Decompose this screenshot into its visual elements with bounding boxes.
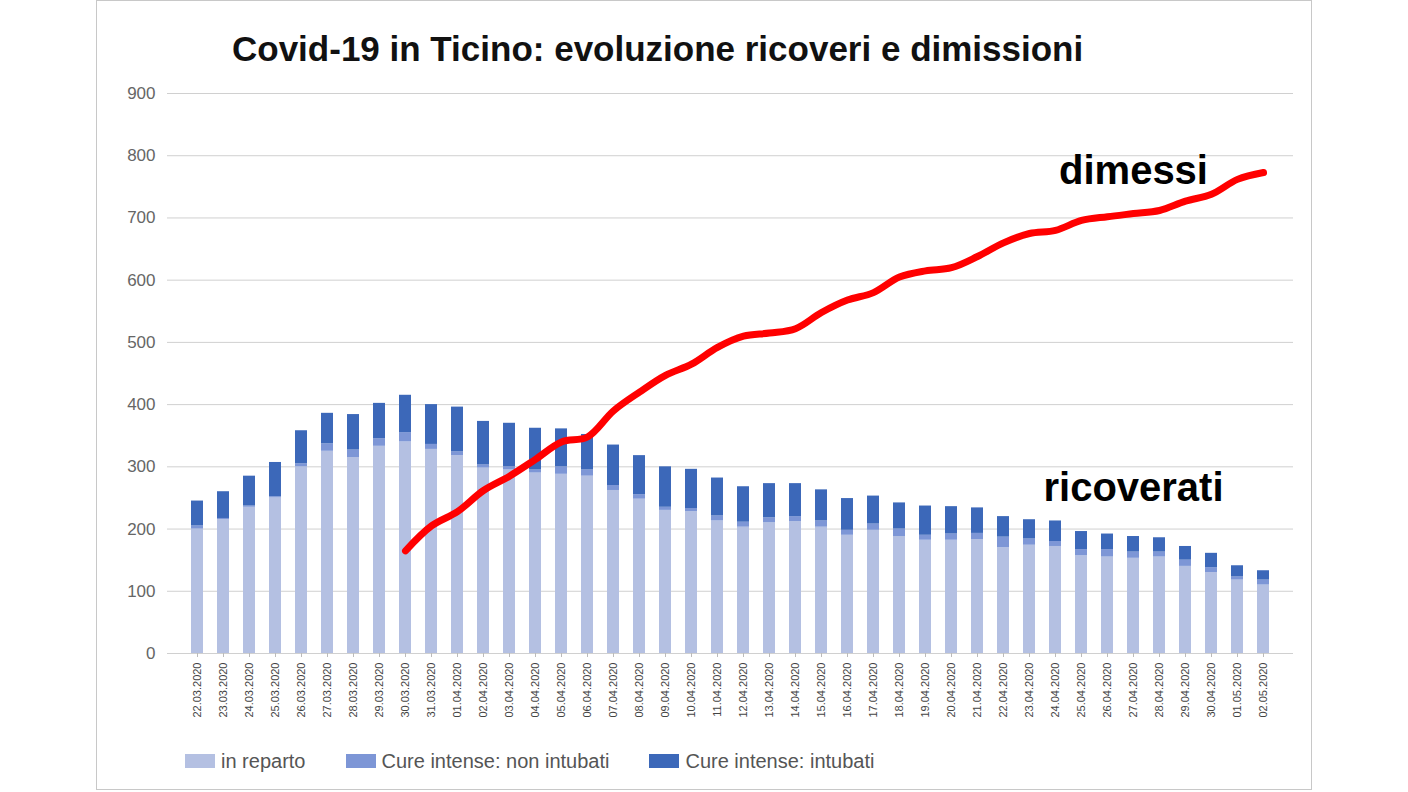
svg-text:12.04.2020: 12.04.2020 [737,663,749,718]
svg-text:14.04.2020: 14.04.2020 [789,663,801,718]
svg-text:500: 500 [127,333,155,352]
svg-text:07.04.2020: 07.04.2020 [607,663,619,718]
html-text:Cure intense: intubati: Cure intense: intubati [685,749,875,772]
svg-text:19.04.2020: 19.04.2020 [919,663,931,718]
svg-text:dimessi: dimessi [1059,148,1208,192]
html-text:in reparto: in reparto [221,749,306,772]
svg-text:24.03.2020: 24.03.2020 [243,663,255,718]
svg-text:26.04.2020: 26.04.2020 [1101,663,1113,718]
svg-text:02.04.2020: 02.04.2020 [477,663,489,718]
svg-text:22.04.2020: 22.04.2020 [997,663,1009,718]
svg-text:0: 0 [146,644,155,663]
svg-text:23.03.2020: 23.03.2020 [217,663,229,718]
svg-text:25.04.2020: 25.04.2020 [1075,663,1087,718]
svg-text:21.04.2020: 21.04.2020 [971,663,983,718]
svg-text:15.04.2020: 15.04.2020 [815,663,827,718]
svg-text:18.04.2020: 18.04.2020 [893,663,905,718]
svg-text:05.04.2020: 05.04.2020 [555,663,567,718]
svg-text:29.03.2020: 29.03.2020 [373,663,385,718]
svg-text:16.04.2020: 16.04.2020 [841,663,853,718]
svg-text:800: 800 [127,146,155,165]
svg-text:01.05.2020: 01.05.2020 [1231,663,1243,718]
svg-text:02.05.2020: 02.05.2020 [1257,663,1269,718]
svg-text:06.04.2020: 06.04.2020 [581,663,593,718]
svg-text:ricoverati: ricoverati [1043,465,1223,509]
svg-text:300: 300 [127,457,155,476]
svg-text:600: 600 [127,271,155,290]
svg-text:22.03.2020: 22.03.2020 [191,663,203,718]
html-text:Cure intense: non intubati: Cure intense: non intubati [381,749,610,772]
svg-text:400: 400 [127,395,155,414]
svg-text:27.04.2020: 27.04.2020 [1127,663,1139,718]
svg-text:26.03.2020: 26.03.2020 [295,663,307,718]
svg-text:11.04.2020: 11.04.2020 [711,663,723,717]
svg-text:23.04.2020: 23.04.2020 [1023,663,1035,718]
svg-text:24.04.2020: 24.04.2020 [1049,663,1061,718]
svg-text:10.04.2020: 10.04.2020 [685,663,697,718]
svg-text:900: 900 [127,84,155,103]
svg-text:28.04.2020: 28.04.2020 [1153,663,1165,718]
svg-text:17.04.2020: 17.04.2020 [867,663,879,718]
svg-text:13.04.2020: 13.04.2020 [763,663,775,718]
svg-text:29.04.2020: 29.04.2020 [1179,663,1191,718]
svg-text:31.03.2020: 31.03.2020 [425,663,437,718]
svg-text:200: 200 [127,519,155,538]
svg-text:30.04.2020: 30.04.2020 [1205,663,1217,718]
svg-text:01.04.2020: 01.04.2020 [451,663,463,718]
svg-text:100: 100 [127,582,155,601]
svg-text:700: 700 [127,208,155,227]
svg-text:25.03.2020: 25.03.2020 [269,663,281,718]
svg-text:09.04.2020: 09.04.2020 [659,663,671,718]
svg-text:30.03.2020: 30.03.2020 [399,663,411,718]
svg-text:08.04.2020: 08.04.2020 [633,663,645,718]
html-text:Covid-19 in Ticino: evoluzione: Covid-19 in Ticino: evoluzione ricoveri … [232,29,1084,68]
svg-text:28.03.2020: 28.03.2020 [347,663,359,718]
svg-text:27.03.2020: 27.03.2020 [321,663,333,718]
svg-text:04.04.2020: 04.04.2020 [529,663,541,718]
svg-text:20.04.2020: 20.04.2020 [945,663,957,718]
svg-text:03.04.2020: 03.04.2020 [503,663,515,718]
